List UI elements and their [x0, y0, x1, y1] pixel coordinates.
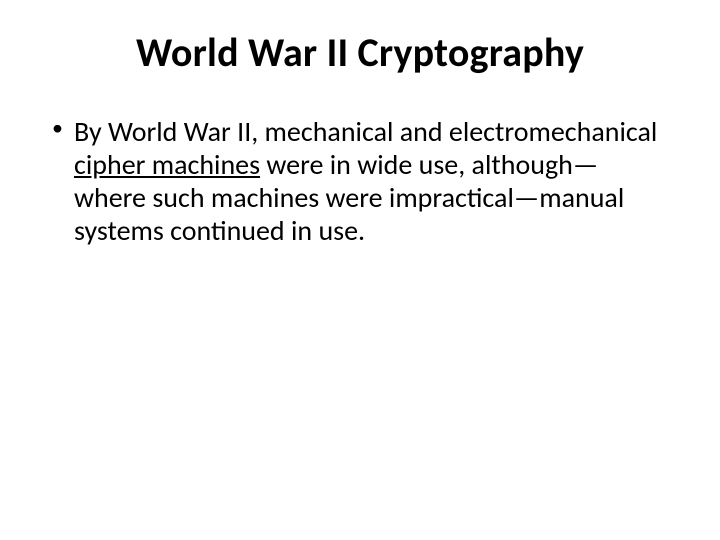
- slide-title: World War II Cryptography: [48, 28, 672, 77]
- bullet-text-part1: By World War II, mechanical and electrom…: [74, 114, 657, 149]
- bullet-text-underlined: cipher machines: [74, 147, 260, 182]
- bullet-list: By World War II, mechanical and electrom…: [48, 115, 672, 247]
- slide: World War II Cryptography By World War I…: [0, 0, 720, 540]
- bullet-item: By World War II, mechanical and electrom…: [74, 115, 672, 247]
